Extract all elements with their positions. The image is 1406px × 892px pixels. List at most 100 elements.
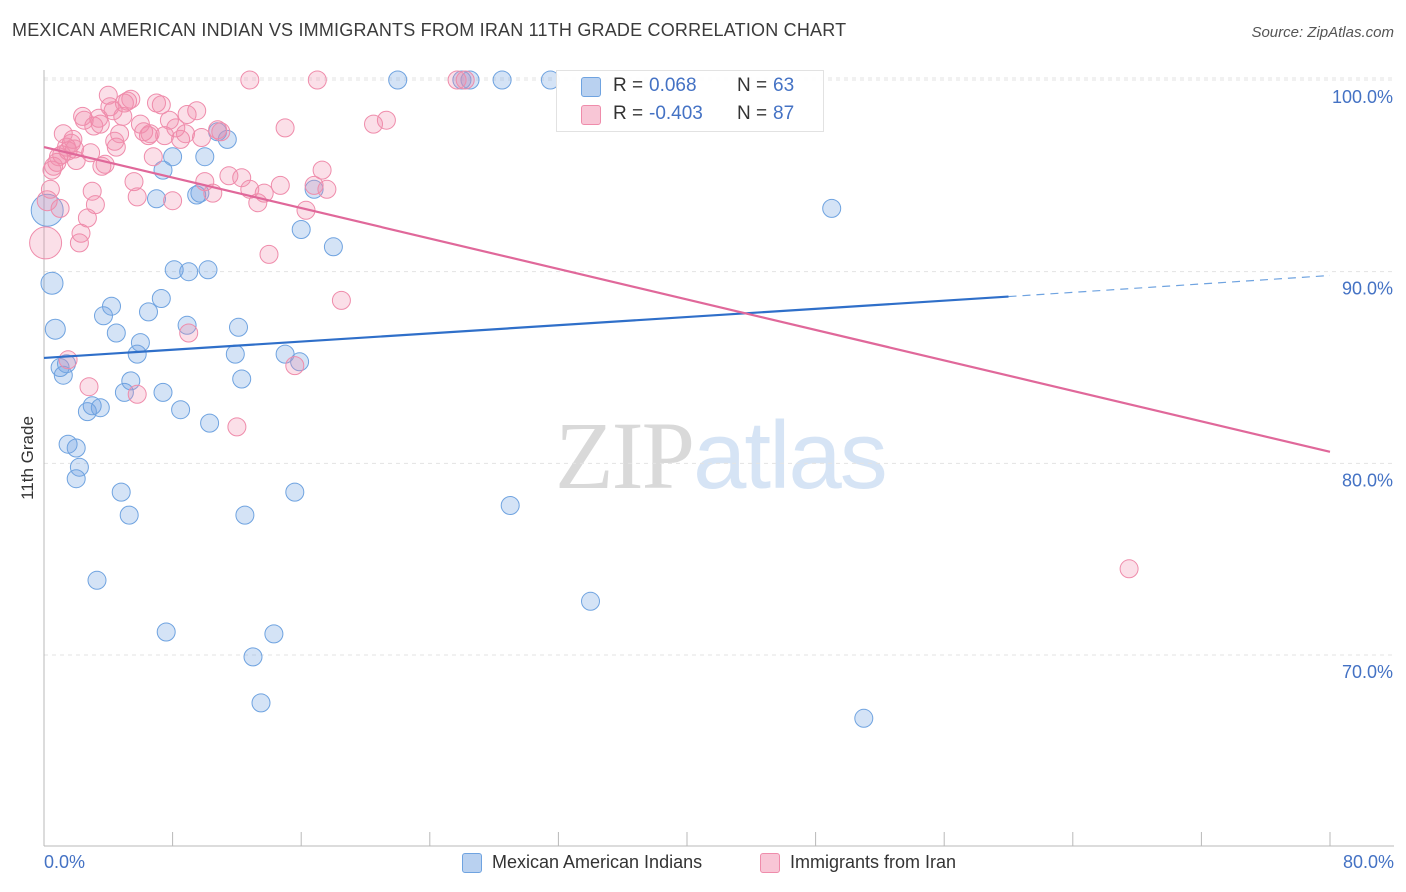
- point-immigrant-from-iran[interactable]: [79, 377, 99, 397]
- point-mexican-american-indian[interactable]: [235, 505, 255, 525]
- point-immigrant-from-iran[interactable]: [208, 120, 228, 140]
- point-immigrant-from-iran[interactable]: [121, 89, 141, 109]
- point-mexican-american-indian[interactable]: [90, 398, 110, 418]
- point-mexican-american-indian[interactable]: [53, 365, 73, 385]
- point-immigrant-from-iran[interactable]: [63, 129, 83, 149]
- point-immigrant-from-iran[interactable]: [176, 124, 195, 144]
- point-immigrant-from-iran[interactable]: [240, 70, 260, 90]
- point-mexican-american-indian[interactable]: [50, 358, 70, 377]
- point-mexican-american-indian[interactable]: [179, 262, 199, 282]
- point-immigrant-from-iran[interactable]: [74, 110, 94, 130]
- point-immigrant-from-iran[interactable]: [163, 191, 183, 211]
- point-mexican-american-indian[interactable]: [40, 271, 64, 295]
- point-immigrant-from-iran[interactable]: [124, 172, 144, 192]
- point-immigrant-from-iran[interactable]: [187, 101, 207, 121]
- point-immigrant-from-iran[interactable]: [29, 226, 63, 260]
- point-immigrant-from-iran[interactable]: [105, 131, 125, 151]
- point-mexican-american-indian[interactable]: [200, 413, 220, 433]
- point-immigrant-from-iran[interactable]: [155, 126, 175, 146]
- point-mexican-american-indian[interactable]: [153, 382, 173, 402]
- point-mexican-american-indian[interactable]: [285, 482, 305, 502]
- point-immigrant-from-iran[interactable]: [159, 110, 179, 130]
- point-mexican-american-indian[interactable]: [229, 317, 248, 337]
- point-immigrant-from-iran[interactable]: [227, 417, 247, 437]
- point-mexican-american-indian[interactable]: [94, 306, 113, 326]
- point-immigrant-from-iran[interactable]: [36, 190, 58, 212]
- point-mexican-american-indian[interactable]: [243, 647, 263, 667]
- point-immigrant-from-iran[interactable]: [95, 154, 115, 174]
- point-immigrant-from-iran[interactable]: [50, 198, 70, 218]
- point-immigrant-from-iran[interactable]: [40, 179, 60, 199]
- point-mexican-american-indian[interactable]: [139, 302, 158, 322]
- point-mexican-american-indian[interactable]: [822, 198, 842, 218]
- point-immigrant-from-iran[interactable]: [455, 70, 475, 90]
- point-mexican-american-indian[interactable]: [198, 260, 218, 280]
- point-mexican-american-indian[interactable]: [87, 570, 107, 590]
- point-immigrant-from-iran[interactable]: [114, 93, 134, 113]
- point-mexican-american-indian[interactable]: [232, 369, 252, 389]
- point-mexican-american-indian[interactable]: [163, 147, 183, 167]
- point-mexican-american-indian[interactable]: [492, 70, 512, 90]
- point-mexican-american-indian[interactable]: [66, 438, 86, 458]
- point-immigrant-from-iran[interactable]: [127, 187, 147, 207]
- point-immigrant-from-iran[interactable]: [270, 175, 290, 195]
- point-immigrant-from-iran[interactable]: [304, 175, 324, 195]
- point-mexican-american-indian[interactable]: [156, 622, 176, 642]
- point-mexican-american-indian[interactable]: [581, 591, 600, 611]
- point-immigrant-from-iran[interactable]: [85, 195, 105, 215]
- point-immigrant-from-iran[interactable]: [211, 122, 231, 142]
- point-mexican-american-indian[interactable]: [388, 70, 408, 90]
- point-immigrant-from-iran[interactable]: [90, 114, 110, 134]
- point-mexican-american-indian[interactable]: [151, 289, 171, 308]
- point-immigrant-from-iran[interactable]: [179, 323, 199, 343]
- point-immigrant-from-iran[interactable]: [151, 95, 171, 115]
- point-mexican-american-indian[interactable]: [130, 333, 150, 353]
- point-mexican-american-indian[interactable]: [264, 624, 284, 644]
- point-immigrant-from-iran[interactable]: [312, 160, 332, 180]
- point-mexican-american-indian[interactable]: [102, 296, 121, 316]
- point-immigrant-from-iran[interactable]: [118, 91, 138, 111]
- point-immigrant-from-iran[interactable]: [177, 105, 197, 124]
- point-immigrant-from-iran[interactable]: [84, 116, 104, 136]
- point-immigrant-from-iran[interactable]: [232, 168, 252, 188]
- point-mexican-american-indian[interactable]: [111, 482, 131, 502]
- point-immigrant-from-iran[interactable]: [1119, 559, 1139, 579]
- point-immigrant-from-iran[interactable]: [259, 244, 279, 264]
- point-mexican-american-indian[interactable]: [291, 220, 311, 239]
- point-mexican-american-indian[interactable]: [82, 396, 102, 416]
- legend-item-immigrants-from-iran[interactable]: Immigrants from Iran: [760, 852, 956, 873]
- point-immigrant-from-iran[interactable]: [58, 350, 78, 370]
- point-mexican-american-indian[interactable]: [69, 457, 89, 477]
- point-immigrant-from-iran[interactable]: [192, 128, 211, 147]
- point-immigrant-from-iran[interactable]: [166, 118, 186, 138]
- point-immigrant-from-iran[interactable]: [307, 70, 327, 90]
- point-immigrant-from-iran[interactable]: [364, 114, 383, 134]
- point-immigrant-from-iran[interactable]: [447, 70, 467, 90]
- point-mexican-american-indian[interactable]: [177, 315, 197, 335]
- point-mexican-american-indian[interactable]: [44, 318, 66, 340]
- point-mexican-american-indian[interactable]: [66, 469, 86, 489]
- point-mexican-american-indian[interactable]: [119, 505, 139, 525]
- point-immigrant-from-iran[interactable]: [376, 110, 396, 130]
- point-mexican-american-indian[interactable]: [225, 344, 245, 364]
- point-immigrant-from-iran[interactable]: [100, 97, 120, 117]
- point-mexican-american-indian[interactable]: [500, 496, 520, 515]
- point-immigrant-from-iran[interactable]: [331, 290, 351, 310]
- point-mexican-american-indian[interactable]: [171, 400, 191, 420]
- point-mexican-american-indian[interactable]: [106, 323, 126, 343]
- point-mexican-american-indian[interactable]: [251, 693, 271, 713]
- point-immigrant-from-iran[interactable]: [140, 124, 160, 144]
- legend-item-mexican-american-indians[interactable]: Mexican American Indians: [462, 852, 702, 873]
- point-mexican-american-indian[interactable]: [195, 147, 215, 167]
- point-mexican-american-indian[interactable]: [217, 129, 237, 149]
- point-mexican-american-indian[interactable]: [127, 344, 147, 364]
- point-immigrant-from-iran[interactable]: [275, 118, 295, 138]
- point-immigrant-from-iran[interactable]: [285, 356, 305, 376]
- point-immigrant-from-iran[interactable]: [143, 147, 163, 167]
- point-immigrant-from-iran[interactable]: [130, 114, 150, 134]
- point-mexican-american-indian[interactable]: [147, 189, 166, 209]
- point-mexican-american-indian[interactable]: [164, 260, 184, 280]
- point-immigrant-from-iran[interactable]: [317, 179, 337, 199]
- point-mexican-american-indian[interactable]: [854, 708, 874, 728]
- point-immigrant-from-iran[interactable]: [103, 101, 123, 121]
